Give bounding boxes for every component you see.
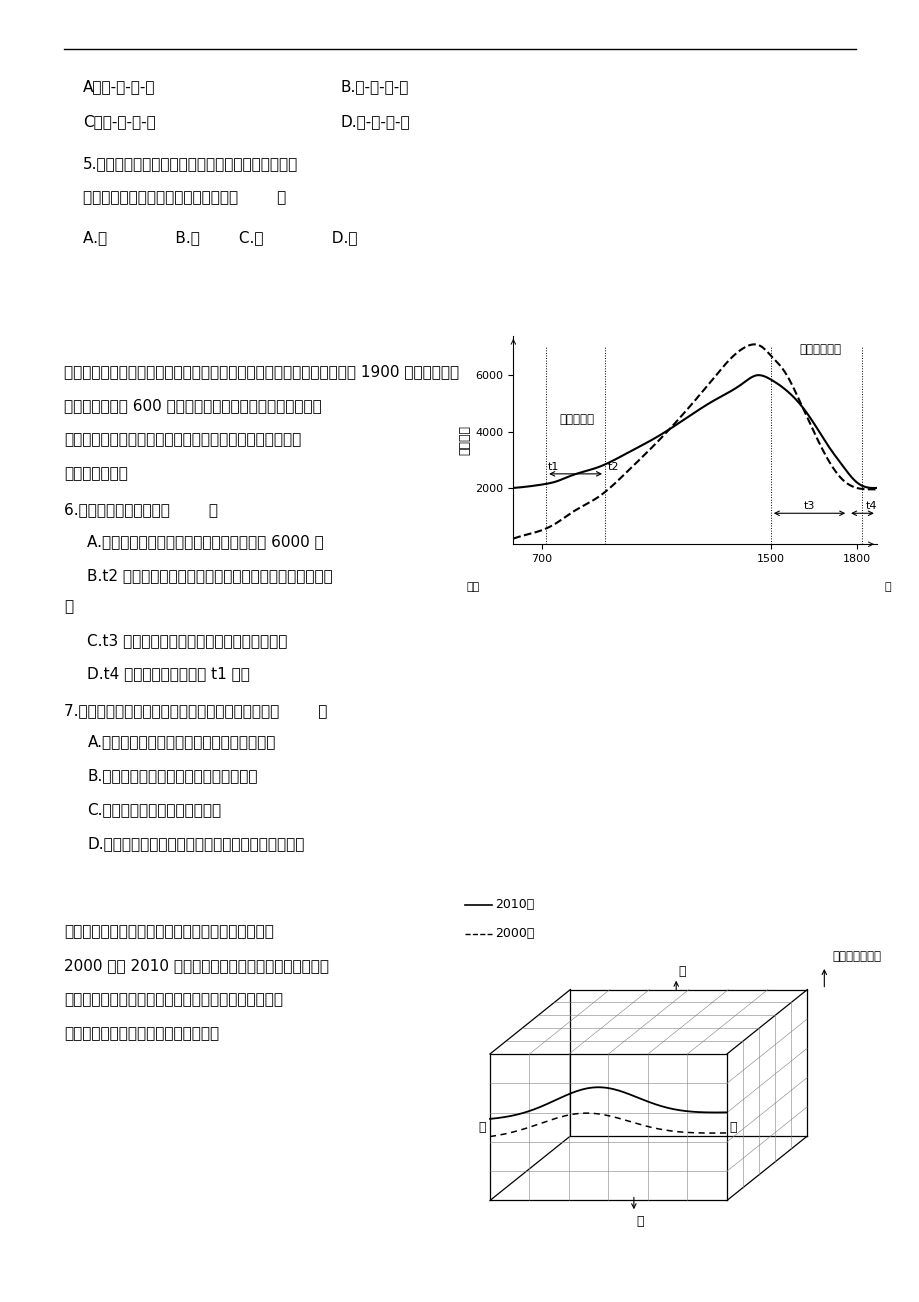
Text: t1: t1 [547, 462, 559, 471]
Text: t4: t4 [865, 501, 876, 512]
Text: 实际人口数量: 实际人口数量 [799, 342, 841, 355]
Text: 2000 年和 2010 年中国人口老龄化程度空间分布图，表: 2000 年和 2010 年中国人口老龄化程度空间分布图，表 [64, 958, 329, 974]
Text: 2000年: 2000年 [494, 927, 534, 940]
Text: A.甲              B.乙        C.丙              D.丁: A.甲 B.乙 C.丙 D.丁 [83, 230, 357, 246]
Text: D.环境承载力是维持人类与自然环境和谐发展的底线: D.环境承载力是维持人类与自然环境和谐发展的底线 [87, 836, 304, 852]
Text: 人口老龄化系数: 人口老龄化系数 [832, 950, 880, 963]
Text: 公元: 公元 [466, 582, 479, 592]
Text: D.t4 时期的生态环境优于 t1 时期: D.t4 时期的生态环境优于 t1 时期 [87, 667, 250, 682]
Text: 示了我国县域人口老龄化空间分布的总体格局及沿特定: 示了我国县域人口老龄化空间分布的总体格局及沿特定 [64, 992, 283, 1008]
Y-axis label: 人口规模: 人口规模 [458, 424, 471, 456]
Text: A.环境承载力的大小只受自然资源因素的影响: A.环境承载力的大小只受自然资源因素的影响 [87, 734, 276, 750]
Text: 南: 南 [635, 1215, 642, 1228]
Text: B.t2 时期，环境承载力的提高主要得益于农业生产力的发: B.t2 时期，环境承载力的提高主要得益于农业生产力的发 [87, 568, 333, 583]
Text: 回答以下问题：: 回答以下问题： [64, 466, 128, 482]
Text: 复活节岛是一个孤悬于南太平洋中部的小岛，与最近陆地的直线距离超过 1900 公里。考古发: 复活节岛是一个孤悬于南太平洋中部的小岛，与最近陆地的直线距离超过 1900 公里… [64, 365, 459, 380]
Text: A．甲-乙-丙-丁: A．甲-乙-丙-丁 [83, 79, 155, 95]
Text: 方向的变化趋势。读图回答下列各题。: 方向的变化趋势。读图回答下列各题。 [64, 1026, 220, 1042]
Text: 现，大约在公元 600 年左右，该岛开始出现人类活动。下图: 现，大约在公元 600 年左右，该岛开始出现人类活动。下图 [64, 398, 322, 414]
Text: 模式，则最有可能表示目前我国的是（        ）: 模式，则最有可能表示目前我国的是（ ） [83, 190, 286, 206]
Text: C.人口数量只能低于环境承载力: C.人口数量只能低于环境承载力 [87, 802, 221, 818]
Text: 为复活节岛人口总量与环境承载力的关联变化关系图，读图: 为复活节岛人口总量与环境承载力的关联变化关系图，读图 [64, 432, 301, 448]
Text: B.丁-丙-乙-甲: B.丁-丙-乙-甲 [340, 79, 408, 95]
Text: 北: 北 [677, 965, 685, 978]
Text: 5.若该图中甲、乙、丙、丁表示不同地区的人口增长: 5.若该图中甲、乙、丙、丁表示不同地区的人口增长 [83, 156, 298, 172]
Text: A.在纯自然状态下提供的物资可以养活大约 6000 人: A.在纯自然状态下提供的物资可以养活大约 6000 人 [87, 534, 323, 549]
Text: 人口老龄化系数与人口老龄化程度呈正相关。下图为: 人口老龄化系数与人口老龄化程度呈正相关。下图为 [64, 924, 274, 940]
Text: 环境承载力: 环境承载力 [559, 413, 594, 426]
Text: t3: t3 [803, 501, 814, 512]
Text: 6.据图可知，复活节岛（        ）: 6.据图可知，复活节岛（ ） [64, 503, 218, 518]
Text: D.乙-丙-甲-丁: D.乙-丙-甲-丁 [340, 115, 410, 130]
Text: t2: t2 [607, 462, 618, 471]
Text: 东: 东 [729, 1121, 736, 1134]
Text: 展: 展 [64, 599, 74, 615]
Text: 7.复活节岛人口数量与环境承载力的关联变化说明（        ）: 7.复活节岛人口数量与环境承载力的关联变化说明（ ） [64, 703, 327, 719]
Text: C．丙-丁-乙-甲: C．丙-丁-乙-甲 [83, 115, 155, 130]
Text: B.人口数量的变化不受环境承载力的制约: B.人口数量的变化不受环境承载力的制约 [87, 768, 257, 784]
Text: 年: 年 [883, 582, 890, 592]
Text: C.t3 时期，整个岛屿的社会发展最为繁荣安定: C.t3 时期，整个岛屿的社会发展最为繁荣安定 [87, 633, 288, 648]
Text: 2010年: 2010年 [494, 898, 534, 911]
Text: 西: 西 [478, 1121, 485, 1134]
